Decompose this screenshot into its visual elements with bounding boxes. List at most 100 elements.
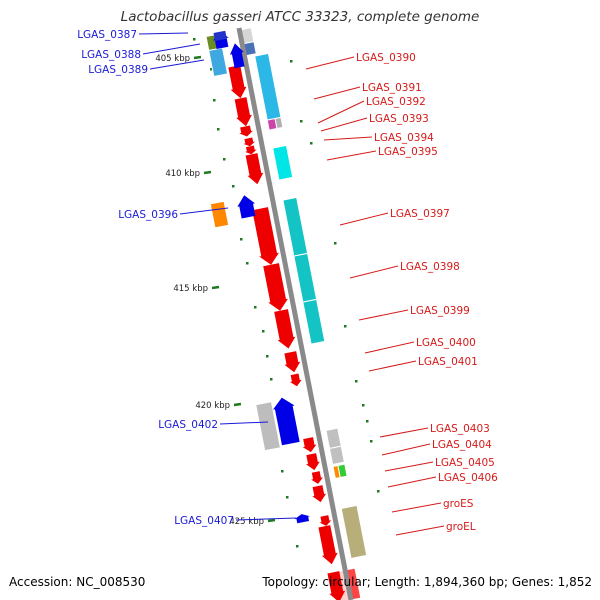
reverse-gene-arrow xyxy=(228,65,247,99)
reverse-gene-arrow xyxy=(318,525,338,565)
cog-band xyxy=(337,463,348,479)
forward-leader-line xyxy=(138,32,189,35)
cog-band xyxy=(209,200,230,229)
reverse-leader-line xyxy=(381,443,431,456)
ruler-dot xyxy=(232,185,235,188)
reverse-gene-label: LGAS_0406 xyxy=(438,472,498,484)
reverse-leader-line xyxy=(391,502,442,513)
reverse-leader-line xyxy=(368,360,417,372)
ruler-dot xyxy=(290,60,293,63)
ruler-dot xyxy=(193,38,196,41)
kbp-tick xyxy=(203,170,212,175)
reverse-gene-label: LGAS_0400 xyxy=(416,337,476,349)
reverse-gene-label: LGAS_0393 xyxy=(369,113,429,125)
reverse-gene-arrow xyxy=(284,351,301,373)
kbp-label: 420 kbp xyxy=(195,401,230,411)
cog-band xyxy=(293,252,318,303)
reverse-leader-line xyxy=(395,525,445,536)
forward-leader-line xyxy=(142,43,201,55)
kbp-layer: 405 kbp 410 kbp 415 kbp 420 kbp 425 kbp xyxy=(155,54,276,527)
forward-gene-arrow xyxy=(272,397,300,446)
reverse-leader-line xyxy=(349,265,399,279)
reverse-gene-label: groES xyxy=(443,498,474,510)
reverse-leader-line xyxy=(305,56,355,70)
reverse-leader-line xyxy=(326,150,377,161)
reverse-gene-arrow xyxy=(243,137,256,147)
cog-band xyxy=(274,116,284,130)
ruler-dot xyxy=(281,470,284,473)
reverse-gene-label: LGAS_0395 xyxy=(378,146,438,158)
reverse-leader-line xyxy=(313,86,361,100)
forward-gene-label: LGAS_0387 xyxy=(77,29,137,41)
ruler-dot xyxy=(213,99,216,102)
page-title: Lactobacillus gasseri ATCC 33323, comple… xyxy=(120,9,480,25)
reverse-leader-line xyxy=(323,136,373,141)
ruler-dot xyxy=(334,242,337,245)
forward-gene-label: LGAS_0388 xyxy=(81,49,141,61)
reverse-gene-arrow xyxy=(234,97,252,127)
cog-band xyxy=(282,196,309,257)
reverse-gene-arrow xyxy=(319,515,332,526)
reverse-gene-label: LGAS_0399 xyxy=(410,305,470,317)
reverse-gene-label: LGAS_0403 xyxy=(430,423,490,435)
reverse-gene-arrow xyxy=(306,453,320,471)
reverse-gene-arrow xyxy=(289,373,302,387)
reverse-gene-label: LGAS_0398 xyxy=(400,261,460,273)
cog-band xyxy=(302,298,326,345)
reverse-gene-arrow xyxy=(263,263,288,311)
reverse-leader-line xyxy=(379,427,429,438)
label-layer: LGAS_0387 LGAS_0388 LGAS_0389 LGAS_0396 LGAS… xyxy=(77,29,498,536)
cog-band xyxy=(340,504,368,560)
forward-gene-label: LGAS_0396 xyxy=(118,209,178,221)
reverse-gene-label: LGAS_0401 xyxy=(418,356,478,368)
reverse-gene-arrow xyxy=(239,125,253,137)
forward-gene-arrow xyxy=(213,30,227,41)
forward-gene-arrow xyxy=(229,43,245,69)
ruler-dot xyxy=(262,330,265,333)
ruler-dot xyxy=(210,68,213,71)
cog-band xyxy=(325,427,342,450)
ruler-dot xyxy=(370,440,373,443)
forward-gene-label: LGAS_0389 xyxy=(88,64,148,76)
ruler-dot xyxy=(223,158,226,161)
reverse-gene-arrow xyxy=(327,571,346,600)
cog-band xyxy=(255,401,282,452)
forward-leader-line xyxy=(219,421,269,425)
ruler-dot xyxy=(217,128,220,131)
kbp-label: 410 kbp xyxy=(165,169,200,179)
reverse-gene-label: groEL xyxy=(446,521,476,533)
ruler-dots xyxy=(193,38,380,548)
kbp-label: 415 kbp xyxy=(173,284,208,294)
reverse-gene-label: LGAS_0394 xyxy=(374,132,434,144)
reverse-gene-label: LGAS_0391 xyxy=(362,82,422,94)
reverse-gene-label: LGAS_0397 xyxy=(390,208,450,220)
reverse-leader-line xyxy=(358,309,409,321)
ruler-dot xyxy=(355,380,358,383)
reverse-leader-line xyxy=(320,117,368,132)
kbp-label: 425 kbp xyxy=(229,517,264,527)
kbp-tick xyxy=(233,402,242,407)
kbp-tick xyxy=(211,285,220,290)
ruler-dot xyxy=(366,420,369,423)
reverse-gene-arrow xyxy=(312,485,327,503)
reverse-gene-label: LGAS_0405 xyxy=(435,457,495,469)
reverse-gene-arrow xyxy=(245,153,264,185)
genome-backbone xyxy=(236,27,354,600)
reverse-leader-line xyxy=(339,212,389,226)
forward-leader-line xyxy=(235,517,297,521)
reverse-leader-line xyxy=(317,100,365,124)
genome-summary-text: Topology: circular; Length: 1,894,360 bp… xyxy=(262,575,592,589)
ruler-dot xyxy=(270,378,273,381)
kbp-label: 405 kbp xyxy=(155,54,190,64)
ruler-dot xyxy=(296,545,299,548)
reverse-leader-line xyxy=(384,461,434,472)
reverse-gene-arrow xyxy=(244,145,257,155)
kbp-tick xyxy=(267,518,276,523)
forward-gene-arrow xyxy=(294,514,311,524)
forward-leader-line xyxy=(179,207,229,215)
reverse-gene-arrow xyxy=(302,437,317,453)
reverse-leader-line xyxy=(387,476,437,488)
cog-band xyxy=(328,445,345,466)
ruler-dot xyxy=(254,306,257,309)
